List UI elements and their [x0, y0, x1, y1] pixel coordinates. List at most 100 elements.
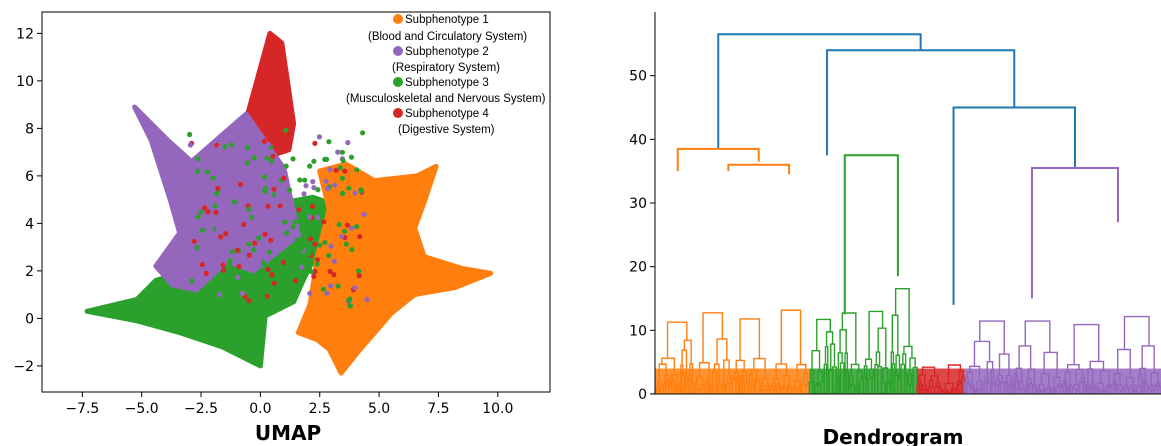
scatter-point [262, 185, 268, 191]
scatter-point [245, 305, 251, 311]
scatter-point [390, 199, 396, 205]
scatter-point [280, 265, 286, 271]
scatter-point [281, 175, 287, 181]
scatter-point [231, 159, 237, 166]
scatter-point [284, 230, 290, 236]
scatter-point [252, 148, 258, 155]
scatter-point [254, 230, 260, 237]
scatter-point [274, 256, 280, 262]
scatter-point [230, 192, 236, 199]
scatter-point [335, 283, 341, 289]
scatter-point [373, 212, 379, 218]
scatter-point [310, 208, 316, 214]
scatter-point [336, 358, 342, 364]
scatter-point [225, 302, 231, 308]
scatter-point [336, 278, 342, 284]
scatter-point [364, 228, 370, 235]
scatter-point [254, 226, 260, 232]
scatter-point [196, 234, 202, 240]
dendrogram-link [998, 353, 1010, 376]
legend-sublabel-1: (Blood and Circulatory System) [368, 31, 527, 43]
scatter-point [349, 255, 355, 261]
scatter-point [253, 99, 260, 106]
scatter-point [255, 160, 261, 166]
scatter-point [167, 297, 173, 303]
scatter-point [164, 317, 170, 323]
scatter-point [354, 224, 360, 230]
scatter-point [236, 340, 242, 346]
scatter-point [398, 201, 404, 208]
scatter-point [422, 195, 428, 202]
dendrogram-caption: Dendrogram [823, 425, 964, 446]
dendrogram-y-tick-label: 30 [629, 196, 647, 212]
scatter-point [280, 66, 286, 72]
scatter-point [280, 259, 286, 265]
scatter-point [148, 295, 154, 301]
scatter-point [443, 270, 449, 276]
scatter-point [203, 264, 209, 271]
scatter-point [202, 319, 208, 325]
scatter-point [254, 94, 260, 101]
scatter-point [262, 280, 268, 286]
scatter-point [351, 345, 357, 351]
scatter-point [339, 175, 345, 181]
scatter-point [190, 285, 196, 291]
scatter-point [208, 269, 214, 275]
scatter-point [272, 202, 278, 208]
umap-x-tick-label: 10.0 [482, 401, 513, 417]
scatter-point [260, 248, 266, 255]
scatter-point [117, 302, 123, 308]
scatter-point [226, 251, 232, 257]
dendrogram-link [894, 288, 910, 347]
scatter-point [266, 222, 272, 228]
scatter-point [209, 320, 216, 327]
scatter-point [328, 243, 334, 249]
scatter-point [270, 309, 276, 315]
scatter-point [180, 280, 186, 286]
scatter-point [260, 149, 266, 155]
scatter-point [244, 217, 250, 223]
dendrogram-link [739, 318, 761, 361]
scatter-point [357, 234, 363, 240]
scatter-point [226, 266, 232, 272]
scatter-point [254, 304, 260, 310]
scatter-point [326, 295, 332, 301]
scatter-point [122, 308, 128, 314]
scatter-point [365, 301, 371, 307]
scatter-point [248, 181, 254, 187]
scatter-point [383, 246, 389, 252]
scatter-point [294, 254, 300, 260]
scatter-point [419, 204, 425, 210]
scatter-point [252, 135, 258, 141]
scatter-point [369, 244, 375, 250]
scatter-point [371, 218, 378, 224]
scatter-point [447, 271, 453, 277]
scatter-point [240, 248, 247, 254]
scatter-point [350, 333, 356, 339]
dendrogram-link [780, 309, 802, 365]
scatter-point [302, 219, 308, 225]
scatter-point [316, 298, 322, 304]
scatter-point [159, 163, 165, 169]
scatter-point [346, 271, 352, 277]
scatter-point [269, 118, 275, 124]
scatter-point [231, 199, 237, 205]
scatter-point [208, 184, 214, 190]
scatter-point [192, 301, 198, 307]
scatter-point [225, 345, 231, 351]
scatter-point [273, 242, 279, 248]
dendrogram-y-axis: 0 10 20 30 40 50 [629, 69, 655, 403]
scatter-point [384, 241, 390, 247]
scatter-point [479, 269, 485, 275]
scatter-point [237, 268, 243, 274]
scatter-point [270, 72, 276, 78]
scatter-point [413, 176, 419, 182]
scatter-point [335, 237, 341, 243]
scatter-point [146, 321, 152, 327]
scatter-point [181, 297, 187, 303]
scatter-point [228, 168, 234, 174]
scatter-point [266, 249, 272, 255]
scatter-point [256, 140, 262, 147]
scatter-point [207, 264, 213, 270]
scatter-point [398, 228, 404, 234]
